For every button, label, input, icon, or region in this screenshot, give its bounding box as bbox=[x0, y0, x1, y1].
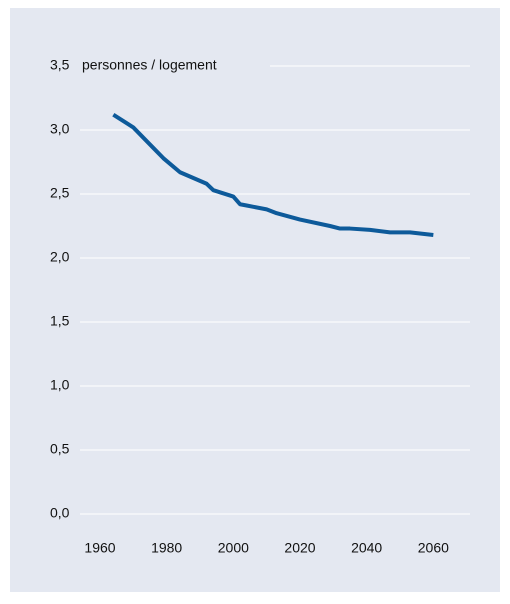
x-tick-label: 1960 bbox=[84, 540, 115, 556]
y-tick-label: 2,5 bbox=[50, 185, 70, 201]
x-tick-label: 2040 bbox=[351, 540, 382, 556]
chart-background bbox=[10, 8, 500, 592]
x-tick-label: 2000 bbox=[218, 540, 249, 556]
y-tick-label: 1,5 bbox=[50, 313, 70, 329]
line bbox=[112, 112, 434, 237]
x-tick-label: 2020 bbox=[284, 540, 315, 556]
y-tick-label: 3,0 bbox=[50, 121, 70, 137]
y-tick-label: 3,5 bbox=[50, 57, 70, 73]
x-tick-label: 1980 bbox=[151, 540, 182, 556]
y-tick-label: 0,5 bbox=[50, 441, 70, 457]
y-tick-label: 0,0 bbox=[50, 505, 70, 521]
y-axis-label: personnes / logement bbox=[82, 57, 217, 73]
y-tick-label: 1,0 bbox=[50, 377, 70, 393]
x-tick-label: 2060 bbox=[418, 540, 449, 556]
y-tick-label: 2,0 bbox=[50, 249, 70, 265]
